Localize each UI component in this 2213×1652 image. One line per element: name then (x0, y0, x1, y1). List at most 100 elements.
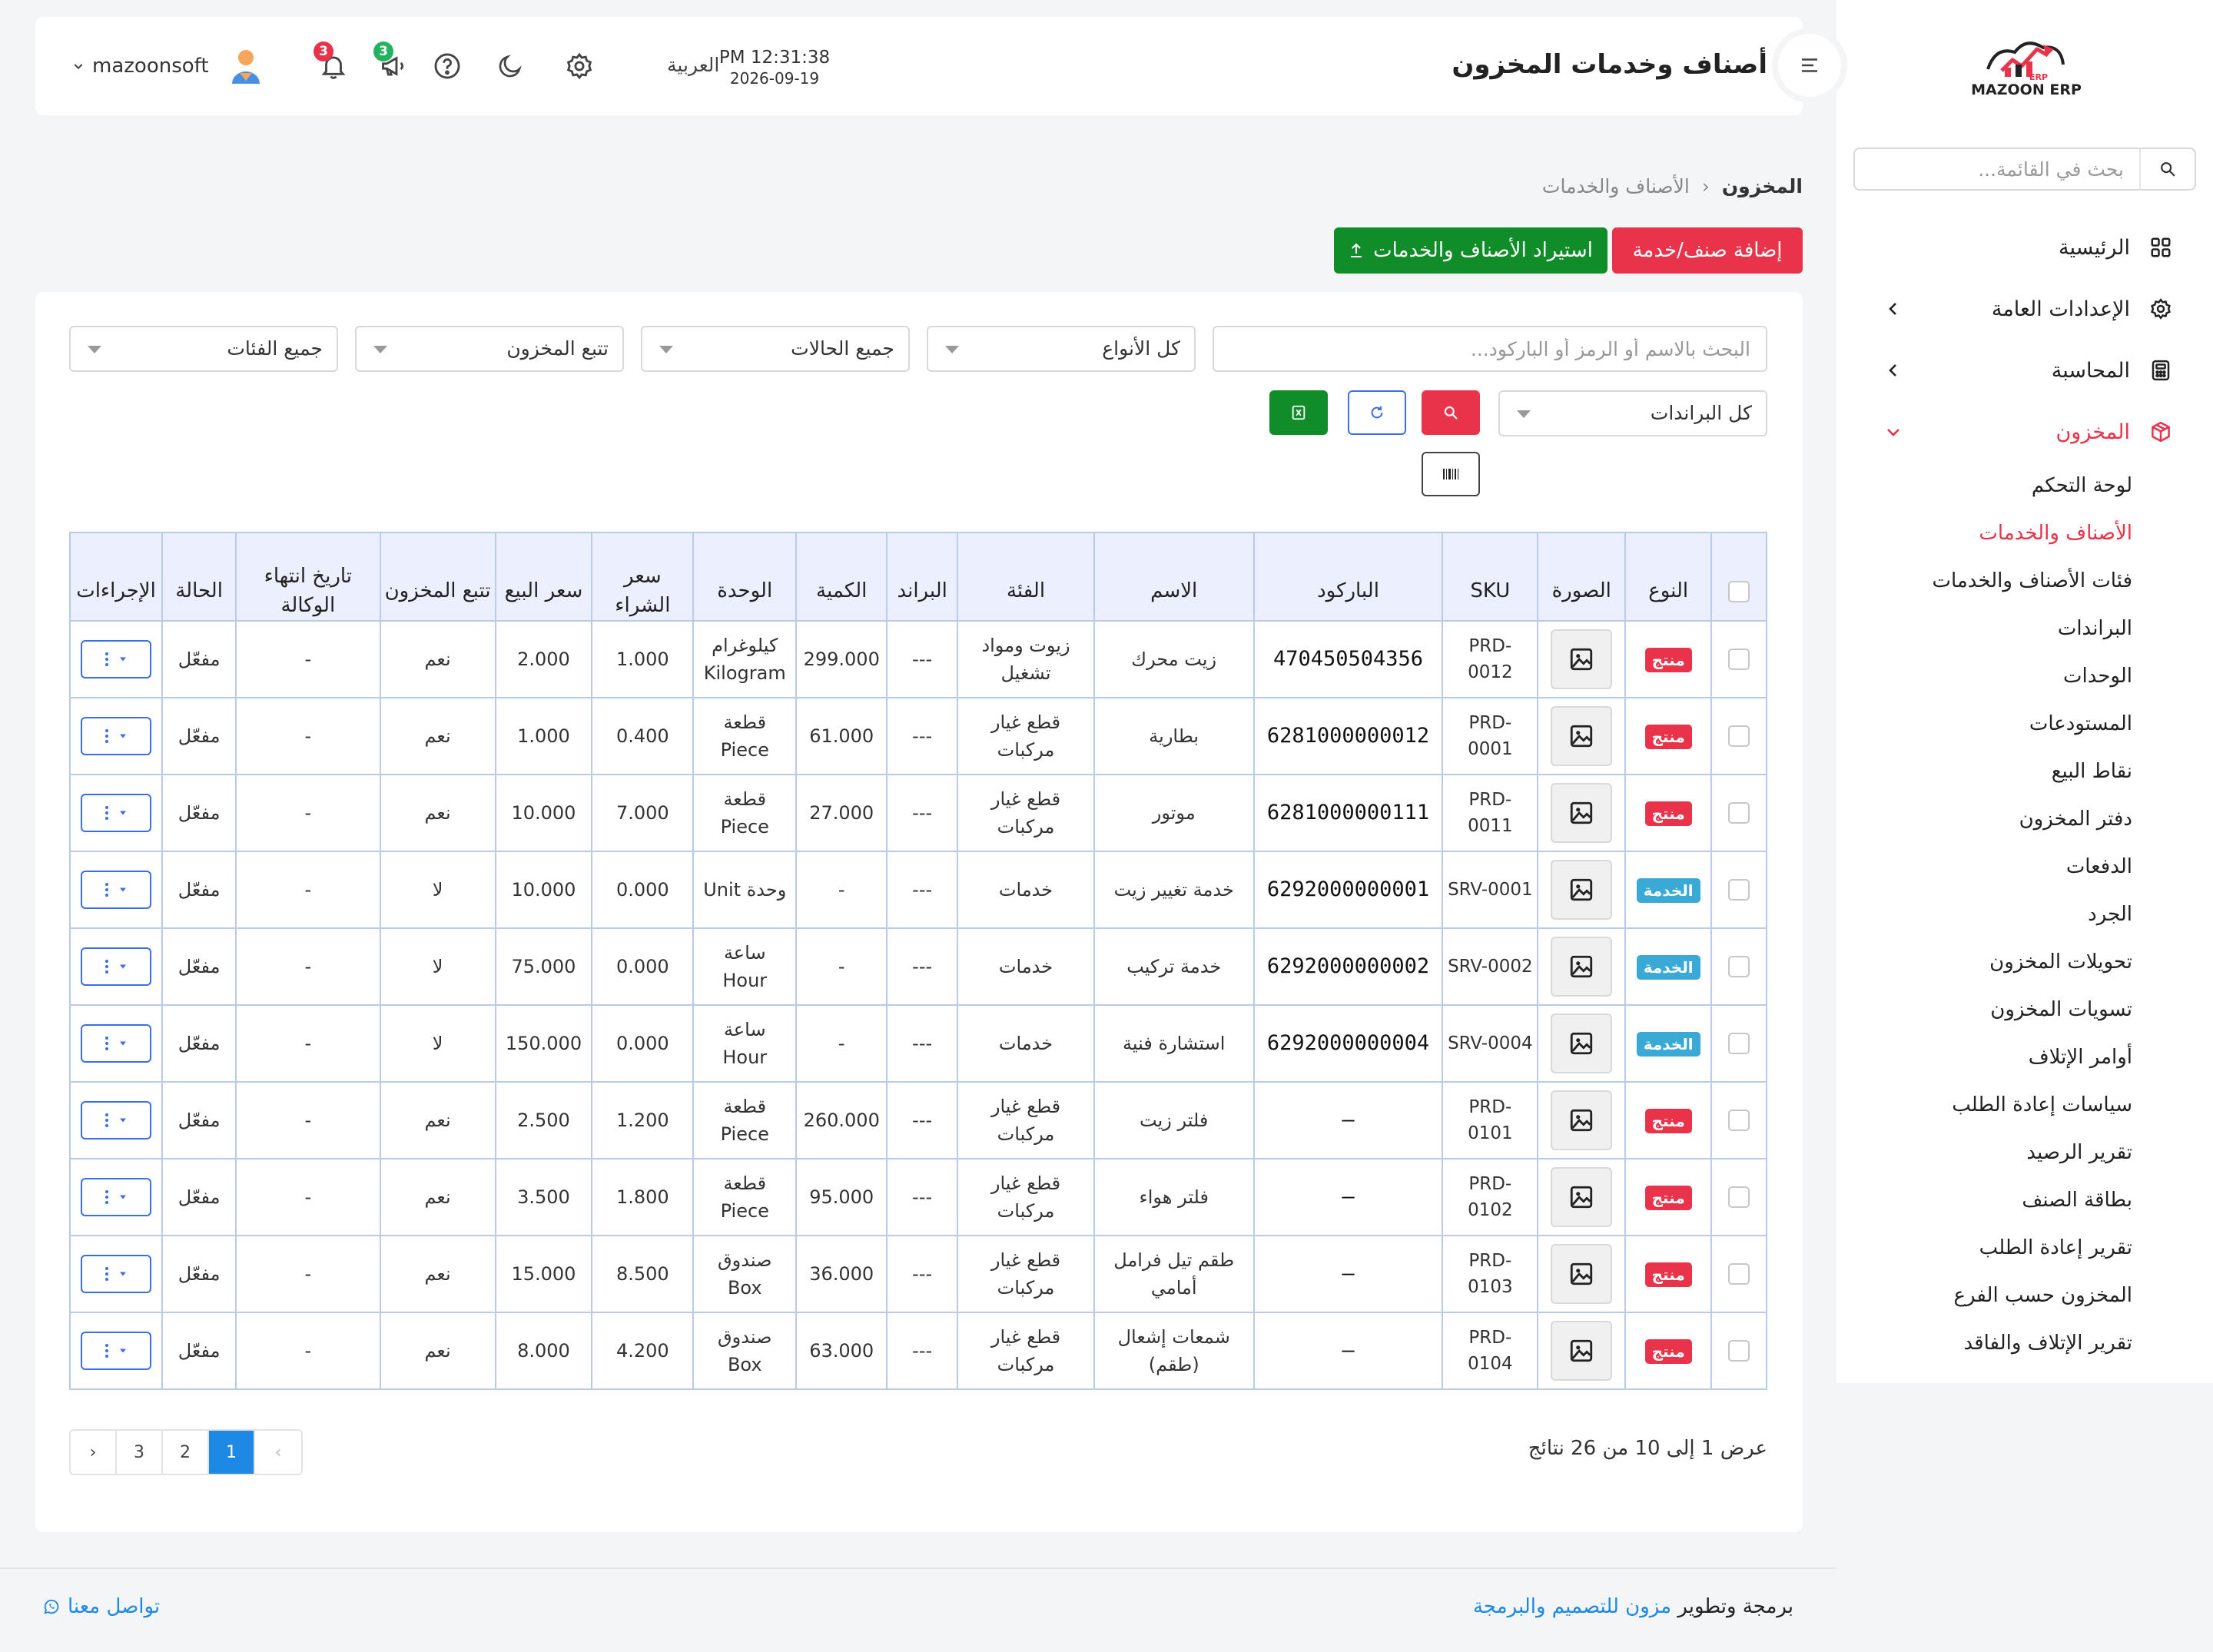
stock-tracking-filter-select[interactable]: تتبع المخزون (355, 326, 624, 372)
dark-mode-moon-icon[interactable] (493, 49, 527, 83)
sidebar-search-input[interactable] (1855, 149, 2139, 189)
submenu-item-item-card[interactable]: بطاقة الصنف (2022, 1189, 2132, 1212)
submenu-item-items-services[interactable]: الأصناف والخدمات (1979, 522, 2132, 545)
export-excel-button[interactable] (1269, 390, 1328, 435)
row-actions-button[interactable] (81, 1178, 152, 1217)
select-all-checkbox[interactable] (1728, 580, 1750, 602)
mazoon-logo[interactable]: ERP MAZOON ERP (1957, 31, 2095, 108)
brand-cell: --- (886, 1004, 959, 1083)
row-checkbox[interactable] (1728, 1186, 1750, 1209)
row-checkbox[interactable] (1728, 1340, 1750, 1362)
page-3-button[interactable]: 3 (117, 1431, 163, 1474)
submenu-item-pos[interactable]: نقاط البيع (2051, 760, 2132, 783)
user-menu[interactable]: mazoonsoft (72, 49, 263, 84)
image-placeholder-icon[interactable] (1551, 1167, 1613, 1228)
row-checkbox[interactable] (1728, 802, 1750, 824)
submenu-item-reorder-report[interactable]: تقرير إعادة الطلب (1979, 1236, 2132, 1259)
unit-cell: كيلوغرام Kilogram (692, 620, 798, 699)
notifications-bell-icon[interactable]: 3 (314, 41, 350, 83)
reset-button[interactable] (1348, 390, 1406, 435)
page-2-button[interactable]: 2 (163, 1431, 209, 1474)
sidebar-toggle-button[interactable] (1778, 34, 1841, 97)
settings-gear-icon[interactable] (562, 49, 596, 83)
submenu-item-batches[interactable]: الدفعات (2065, 855, 2132, 878)
name-cell: بطارية (1093, 697, 1255, 776)
row-checkbox[interactable] (1728, 879, 1750, 901)
image-placeholder-icon[interactable] (1551, 937, 1613, 997)
submenu-item-loss-report[interactable]: تقرير الإتلاف والفاقد (1963, 1332, 2132, 1355)
row-actions-button[interactable] (81, 1024, 152, 1063)
page-1-button[interactable]: 1 (209, 1431, 255, 1474)
submenu-item-disposal-orders[interactable]: أوامر الإتلاف (2028, 1046, 2132, 1069)
search-button[interactable] (1422, 390, 1480, 435)
sidebar-item-home[interactable]: الرئيسية (2059, 228, 2175, 267)
status-filter-select[interactable]: جميع الحالات (641, 326, 910, 372)
announcements-megaphone-icon[interactable]: 3 (373, 41, 410, 83)
help-icon[interactable] (430, 49, 464, 83)
image-placeholder-icon[interactable] (1551, 1090, 1613, 1151)
submenu-item-dashboard[interactable]: لوحة التحكم (2031, 474, 2132, 497)
row-actions-button[interactable] (81, 794, 152, 833)
image-placeholder-icon[interactable] (1551, 860, 1613, 921)
row-actions-button[interactable] (81, 871, 152, 910)
image-placeholder-icon[interactable] (1551, 1321, 1613, 1382)
row-actions-button[interactable] (81, 947, 152, 987)
submenu-item-units[interactable]: الوحدات (2063, 665, 2132, 688)
row-checkbox[interactable] (1728, 1110, 1750, 1132)
row-actions-button[interactable] (81, 1255, 152, 1294)
image-placeholder-icon[interactable] (1551, 706, 1613, 767)
image-placeholder-icon[interactable] (1551, 1244, 1613, 1305)
contact-us-link[interactable]: تواصل معنا (43, 1595, 160, 1618)
row-checkbox[interactable] (1728, 1263, 1750, 1285)
chevron-left-icon[interactable] (1884, 361, 1903, 380)
stock-tracking-cell: لا (379, 927, 496, 1007)
search-icon[interactable] (2139, 149, 2195, 189)
agency-expiry-cell: - (235, 1235, 381, 1314)
sidebar-item-accounting[interactable]: المحاسبة (2052, 351, 2175, 390)
submenu-item-adjustments[interactable]: تسويات المخزون (1990, 998, 2132, 1021)
row-actions-button[interactable] (81, 1101, 152, 1140)
prev-page-button[interactable]: ‹ (255, 1431, 301, 1474)
items-search-input[interactable] (1214, 327, 1766, 370)
row-checkbox[interactable] (1728, 956, 1750, 978)
sidebar-search[interactable] (1853, 148, 2196, 191)
submenu-item-warehouses[interactable]: المستودعات (2029, 712, 2132, 735)
barcode-scan-button[interactable] (1422, 452, 1480, 496)
type-filter-select[interactable]: كل الأنواع (927, 326, 1196, 372)
breadcrumb-root[interactable]: المخزون (1721, 175, 1803, 197)
row-actions-button[interactable] (81, 717, 152, 756)
import-items-button[interactable]: استيراد الأصناف والخدمات (1334, 227, 1607, 274)
caret-down-icon (945, 346, 959, 353)
sidebar-item-inventory[interactable]: المخزون (2055, 413, 2175, 451)
image-placeholder-icon[interactable] (1551, 783, 1613, 844)
submenu-item-stocktake[interactable]: الجرد (2088, 903, 2132, 926)
actions-cell (68, 774, 164, 853)
image-placeholder-icon[interactable] (1551, 1013, 1613, 1074)
row-actions-button[interactable] (81, 640, 152, 679)
items-search[interactable] (1213, 326, 1767, 372)
submenu-item-balance-report[interactable]: تقرير الرصيد (2026, 1141, 2132, 1164)
sidebar-item-settings[interactable]: الإعدادات العامة (1992, 290, 2175, 328)
submenu-item-brands[interactable]: البراندات (2057, 617, 2132, 640)
table-row: منتج PRD-0103— طقم تيل فرامل أمامي قطع غيار… (68, 1235, 1767, 1314)
submenu-item-stock-ledger[interactable]: دفتر المخزون (2019, 808, 2132, 831)
language-switch[interactable]: العربية (667, 54, 720, 76)
row-checkbox[interactable] (1728, 1033, 1750, 1055)
category-filter-select[interactable]: جميع الفئات (69, 326, 338, 372)
submenu-item-reorder-policies[interactable]: سياسات إعادة الطلب (1952, 1093, 2132, 1116)
next-page-button[interactable]: › (71, 1431, 117, 1474)
add-item-button[interactable]: إضافة صنف/خدمة (1612, 227, 1803, 274)
submenu-item-transfers[interactable]: تحويلات المخزون (1989, 950, 2132, 974)
row-checkbox[interactable] (1728, 725, 1750, 748)
footer-credit-link[interactable]: مزون للتصميم والبرمجة (1472, 1595, 1672, 1618)
image-placeholder-icon[interactable] (1551, 629, 1613, 690)
barcode-cell: 6292000000002 (1252, 927, 1444, 1007)
category-filter-value: جميع الفئات (227, 337, 323, 360)
row-checkbox[interactable] (1728, 649, 1750, 671)
chevron-left-icon[interactable] (1884, 300, 1903, 318)
brand-filter-select[interactable]: كل البراندات (1498, 390, 1767, 436)
row-actions-button[interactable] (81, 1332, 152, 1371)
chevron-down-icon[interactable] (1884, 423, 1903, 441)
submenu-item-stock-by-branch[interactable]: المخزون حسب الفرع (1953, 1284, 2132, 1307)
submenu-item-categories[interactable]: فئات الأصناف والخدمات (1932, 569, 2132, 592)
